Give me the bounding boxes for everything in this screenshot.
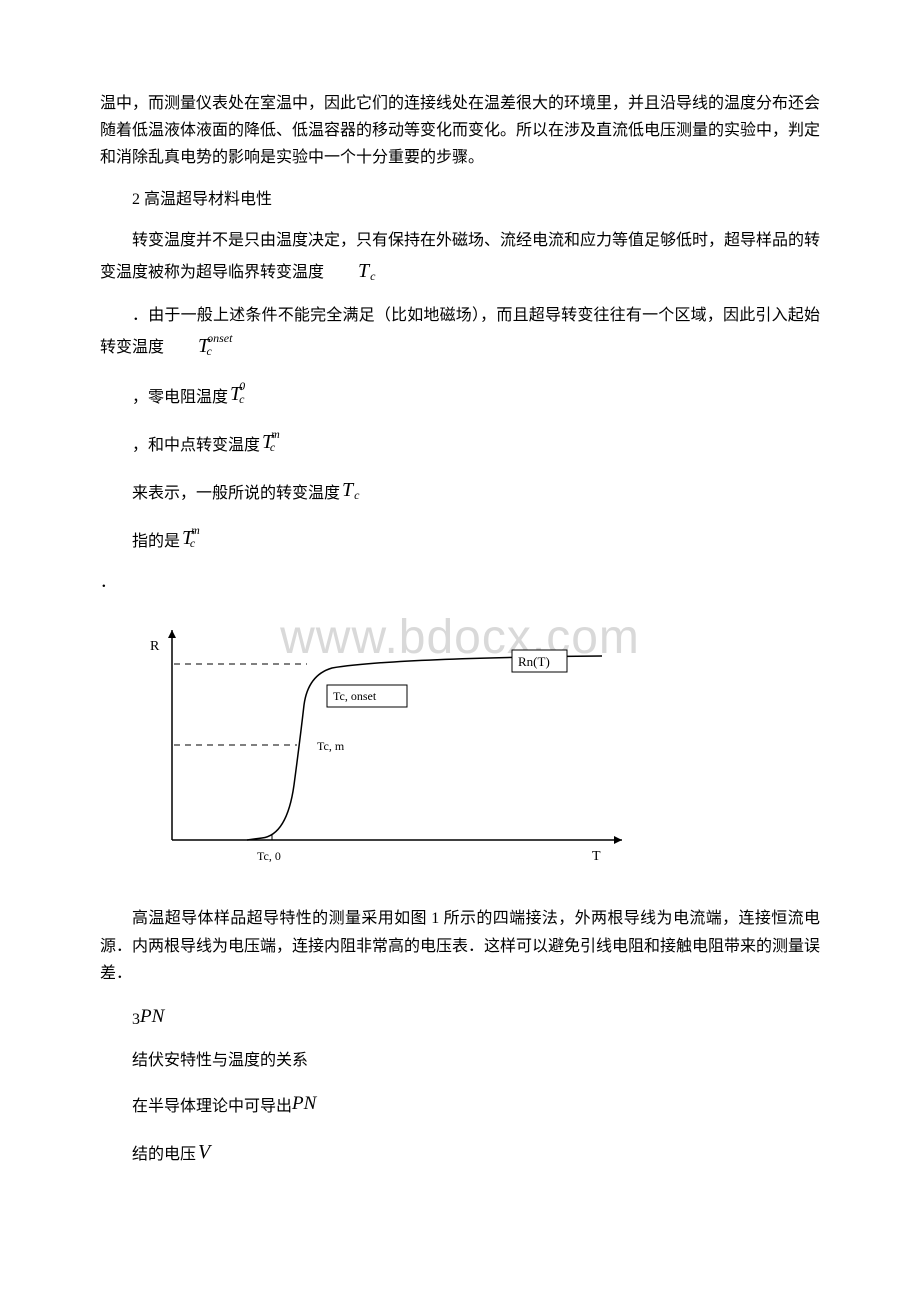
line-general: 来表示，一般所说的转变温度Tc — [100, 473, 820, 507]
text-segment: 转变温度并不是只由温度决定，只有保持在外磁场、流经电流和应力等值足够低时，超导样… — [100, 232, 820, 281]
text-segment: ，零电阻温度 — [132, 384, 228, 411]
formula-v: V — [198, 1135, 210, 1169]
chart-svg: Rn(T) Tc, onset Tc, m Tc, 0 R T — [132, 610, 652, 880]
paragraph-intro: 温中，而测量仪表处在室温中，因此它们的连接线处在温差很大的环境里，并且沿导线的温… — [100, 90, 820, 172]
svg-text:Tc, m: Tc, m — [317, 739, 345, 753]
formula-tc-mid2: Tmc — [182, 521, 207, 555]
text-segment: 3 — [132, 1006, 140, 1033]
svg-text:R: R — [150, 639, 160, 654]
paragraph-iv-title: 结伏安特性与温度的关系 — [100, 1047, 820, 1074]
text-segment: ，和中点转变温度 — [132, 432, 260, 459]
paragraph-four-terminal: 高温超导体样品超导特性的测量采用如图 1 所示的四端接法，外两根导线为电流端，连… — [100, 905, 820, 987]
svg-text:T: T — [592, 849, 601, 864]
formula-tc-onset: Tonsetc — [166, 329, 240, 363]
heading-section-2: 2 高温超导材料电性 — [100, 186, 820, 213]
formula-pn: PN — [140, 1001, 164, 1033]
line-midpoint: ，和中点转变温度Tmc — [100, 425, 820, 459]
line-refers-to: 指的是Tmc — [100, 521, 820, 555]
formula-pn2: PN — [292, 1088, 316, 1120]
formula-tc-mid: Tmc — [262, 425, 287, 459]
text-segment: ． — [100, 569, 116, 596]
svg-text:Rn(T): Rn(T) — [518, 654, 550, 669]
formula-tc2: Tc — [342, 473, 358, 507]
document-content: 温中，而测量仪表处在室温中，因此它们的连接线处在温差很大的环境里，并且沿导线的温… — [100, 90, 820, 1169]
line-period: ． — [100, 569, 820, 596]
formula-tc-zero: T0c — [230, 377, 252, 411]
paragraph-transition-temp: 转变温度并不是只由温度决定，只有保持在外磁场、流经电流和应力等值足够低时，超导样… — [100, 227, 820, 288]
line-zero-resistance: ，零电阻温度T0c — [100, 377, 820, 411]
line-semiconductor: 在半导体理论中可导出PN — [100, 1088, 820, 1120]
text-segment: 在半导体理论中可导出 — [132, 1093, 292, 1120]
line-junction-voltage: 结的电压V — [100, 1135, 820, 1169]
text-segment: 结的电压 — [132, 1141, 196, 1168]
rt-curve-chart: Rn(T) Tc, onset Tc, m Tc, 0 R T — [100, 610, 820, 885]
svg-text:Tc, onset: Tc, onset — [333, 689, 377, 703]
heading-section-3: 3 PN — [100, 1001, 820, 1033]
svg-text:Tc, 0: Tc, 0 — [257, 849, 281, 863]
paragraph-onset: ．由于一般上述条件不能完全满足（比如地磁场），而且超导转变往往有一个区域，因此引… — [100, 302, 820, 363]
text-segment: 来表示，一般所说的转变温度 — [132, 480, 340, 507]
text-segment: 指的是 — [132, 528, 180, 555]
formula-tc: Tc — [326, 254, 374, 288]
